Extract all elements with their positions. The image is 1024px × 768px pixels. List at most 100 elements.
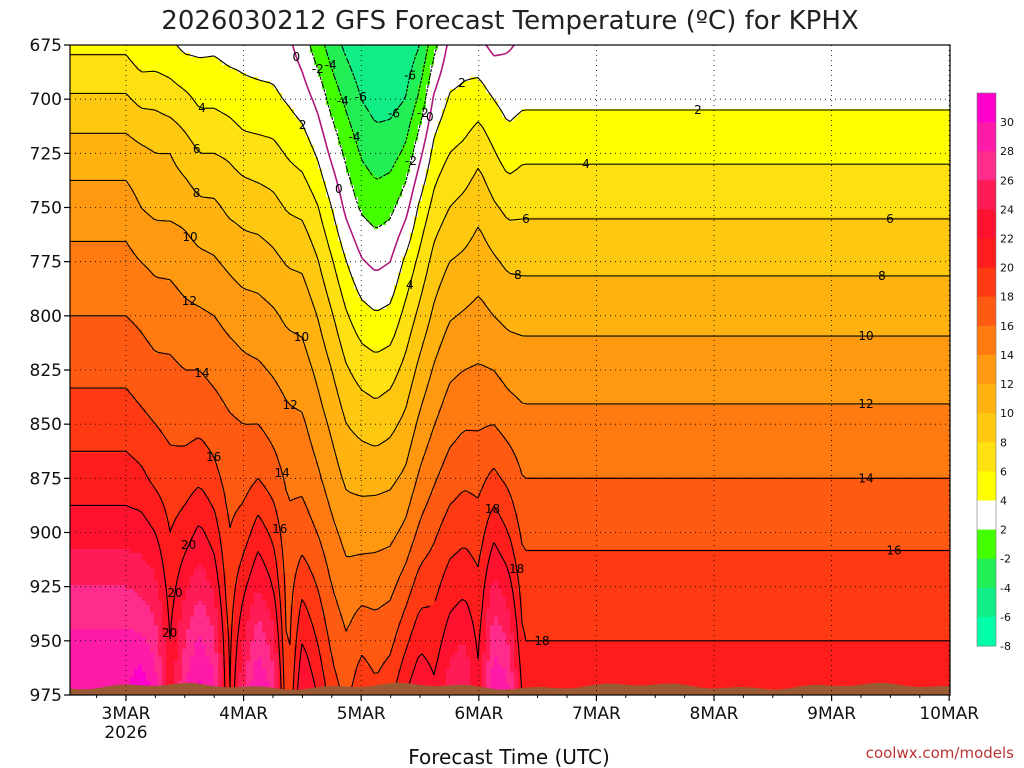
- temperature-cell: [82, 121, 87, 126]
- temperature-cell: [946, 89, 950, 94]
- temperature-cell: [506, 69, 511, 74]
- temperature-cell: [350, 97, 355, 102]
- temperature-cell: [214, 117, 219, 122]
- temperature-cell: [150, 45, 155, 50]
- temperature-cell: [674, 133, 679, 138]
- temperature-cell: [242, 73, 247, 78]
- temperature-cell: [134, 69, 139, 74]
- temperature-cell: [310, 73, 315, 78]
- temperature-cell: [690, 105, 695, 110]
- temperature-cell: [314, 113, 319, 118]
- temperature-cell: [390, 117, 395, 122]
- temperature-cell: [850, 93, 855, 98]
- temperature-cell: [418, 117, 423, 122]
- temperature-cell: [238, 73, 243, 78]
- temperature-cell: [334, 121, 339, 126]
- temperature-cell: [746, 65, 751, 70]
- temperature-cell: [114, 53, 119, 58]
- temperature-cell: [238, 121, 243, 126]
- temperature-cell: [394, 65, 399, 70]
- temperature-cell: [938, 85, 943, 90]
- temperature-cell: [558, 85, 563, 90]
- temperature-cell: [190, 73, 195, 78]
- temperature-cell: [414, 125, 419, 130]
- temperature-cell: [370, 125, 375, 130]
- temperature-cell: [266, 73, 271, 78]
- temperature-cell: [450, 61, 455, 66]
- temperature-cell: [186, 65, 191, 70]
- temperature-cell: [542, 81, 547, 86]
- temperature-cell: [374, 45, 379, 50]
- temperature-cell: [902, 117, 907, 122]
- temperature-cell: [654, 45, 659, 50]
- temperature-cell: [502, 93, 507, 98]
- temperature-cell: [338, 101, 343, 106]
- temperature-cell: [154, 65, 159, 70]
- temperature-cell: [462, 77, 467, 82]
- temperature-cell: [342, 69, 347, 74]
- temperature-cell: [682, 77, 687, 82]
- temperature-cell: [262, 133, 267, 138]
- temperature-cell: [558, 113, 563, 118]
- temperature-cell: [318, 69, 323, 74]
- temperature-cell: [650, 73, 655, 78]
- temperature-cell: [222, 105, 227, 110]
- temperature-cell: [906, 117, 911, 122]
- temperature-cell: [382, 113, 387, 118]
- temperature-cell: [178, 61, 183, 66]
- temperature-cell: [890, 129, 895, 134]
- temperature-cell: [530, 81, 535, 86]
- temperature-cell: [654, 65, 659, 70]
- temperature-cell: [818, 117, 823, 122]
- temperature-cell: [594, 117, 599, 122]
- temperature-cell: [846, 109, 851, 114]
- temperature-cell: [634, 81, 639, 86]
- temperature-cell: [902, 77, 907, 82]
- temperature-cell: [402, 121, 407, 126]
- temperature-cell: [74, 57, 79, 62]
- temperature-cell: [298, 93, 303, 98]
- temperature-cell: [194, 121, 199, 126]
- temperature-cell: [278, 73, 283, 78]
- temperature-cell: [582, 49, 587, 54]
- temperature-cell: [406, 85, 411, 90]
- temperature-cell: [202, 57, 207, 62]
- temperature-cell: [358, 85, 363, 90]
- temperature-cell: [726, 125, 731, 130]
- temperature-cell: [710, 117, 715, 122]
- temperature-cell: [746, 53, 751, 58]
- temperature-cell: [798, 121, 803, 126]
- temperature-cell: [138, 125, 143, 130]
- temperature-cell: [858, 109, 863, 114]
- temperature-cell: [482, 125, 487, 130]
- temperature-cell: [850, 49, 855, 54]
- temperature-cell: [166, 61, 171, 66]
- temperature-cell: [746, 73, 751, 78]
- temperature-cell: [222, 89, 227, 94]
- temperature-cell: [226, 61, 231, 66]
- temperature-cell: [386, 129, 391, 134]
- temperature-cell: [454, 77, 459, 82]
- temperature-cell: [274, 61, 279, 66]
- temperature-cell: [562, 133, 567, 138]
- temperature-cell: [498, 101, 503, 106]
- temperature-cell: [518, 69, 523, 74]
- temperature-cell: [694, 61, 699, 66]
- temperature-cell: [474, 81, 479, 86]
- temperature-cell: [642, 101, 647, 106]
- temperature-cell: [610, 121, 615, 126]
- temperature-cell: [742, 81, 747, 86]
- temperature-cell: [490, 129, 495, 134]
- temperature-cell: [726, 117, 731, 122]
- temperature-cell: [470, 73, 475, 78]
- temperature-cell: [826, 93, 831, 98]
- temperature-cell: [710, 105, 715, 110]
- temperature-cell: [666, 105, 671, 110]
- temperature-cell: [894, 69, 899, 74]
- temperature-cell: [894, 53, 899, 58]
- temperature-cell: [490, 45, 495, 50]
- temperature-cell: [462, 49, 467, 54]
- temperature-cell: [658, 85, 663, 90]
- temperature-cell: [414, 77, 419, 82]
- temperature-cell: [130, 65, 135, 70]
